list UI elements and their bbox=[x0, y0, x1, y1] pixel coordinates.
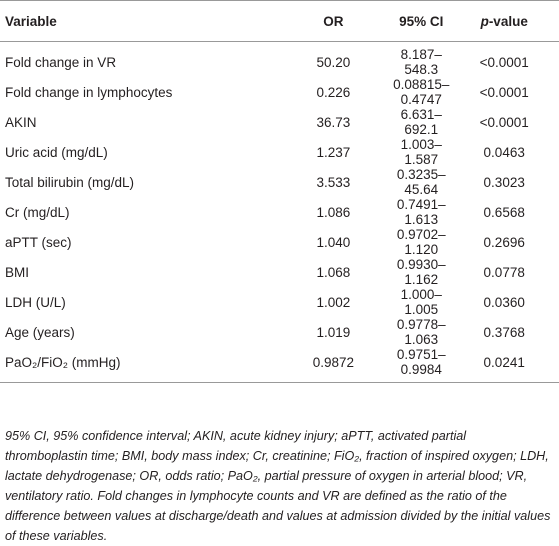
table-row: BMI 1.068 0.9930–1.162 0.0778 bbox=[0, 257, 559, 287]
table-head: Variable OR 95% CI p-value bbox=[0, 0, 559, 42]
table-cell: Total bilirubin (mg/dL) bbox=[5, 174, 135, 190]
table-row: PaO₂/FiO₂ (mmHg) 0.9872 0.9751–0.9984 0.024… bbox=[0, 347, 559, 383]
table-cell: 0.08815–0.4747 bbox=[393, 77, 450, 107]
table-cell: 8.187–548.3 bbox=[400, 47, 442, 77]
table-cell: AKIN bbox=[5, 114, 37, 130]
header-cell: Variable bbox=[0, 0, 274, 42]
table-row: aPTT (sec) 1.040 0.9702–1.120 0.2696 bbox=[0, 227, 559, 257]
table: Variable OR 95% CI p-value Fold change in V… bbox=[0, 0, 559, 383]
table-cell: 0.6568 bbox=[483, 204, 525, 220]
table-cell: 0.3768 bbox=[483, 324, 525, 340]
header-cell: p-value bbox=[449, 0, 559, 42]
table-cell: <0.0001 bbox=[479, 114, 529, 130]
table-cell: LDH (U/L) bbox=[5, 294, 66, 310]
table-cell: BMI bbox=[5, 264, 30, 280]
table-row: Cr (mg/dL) 1.086 0.7491–1.613 0.6568 bbox=[0, 197, 559, 227]
header-cell: OR bbox=[273, 0, 394, 42]
footnote: 95% CI, 95% confidence interval; AKIN, a… bbox=[5, 429, 551, 543]
table-cell: 0.9930–1.162 bbox=[396, 257, 446, 287]
table-cell: 0.9778–1.063 bbox=[396, 317, 446, 347]
table-row: LDH (U/L) 1.002 1.000–1.005 0.0360 bbox=[0, 287, 559, 317]
table-cell: 3.533 bbox=[316, 174, 351, 190]
table-cell: 50.20 bbox=[316, 54, 351, 70]
table-row: Fold change in VR 50.20 8.187–548.3 <0.0001 bbox=[0, 42, 559, 77]
table-cell: 0.3023 bbox=[483, 174, 525, 190]
table-cell: Uric acid (mg/dL) bbox=[5, 144, 108, 160]
table-cell: <0.0001 bbox=[479, 54, 529, 70]
table-cell: 0.0463 bbox=[483, 144, 525, 160]
table-cell: 0.9751–0.9984 bbox=[393, 347, 450, 383]
table-row: Uric acid (mg/dL) 1.237 1.003–1.587 0.0463 bbox=[0, 137, 559, 167]
table-cell: 0.9872 bbox=[273, 347, 394, 383]
header-italic: p bbox=[480, 13, 489, 29]
table-cell: 1.000–1.005 bbox=[400, 287, 442, 317]
table-cell: PaO₂/FiO₂ (mmHg) bbox=[0, 347, 274, 383]
header-text: -value bbox=[488, 13, 528, 29]
table-cell: 1.086 bbox=[316, 204, 351, 220]
table-cell: 1.040 bbox=[316, 234, 351, 250]
table-cell: 0.0241 bbox=[449, 347, 559, 383]
table-cell: <0.0001 bbox=[479, 84, 529, 100]
table-cell: 0.2696 bbox=[483, 234, 525, 250]
table-cell: 1.003–1.587 bbox=[400, 137, 442, 167]
header-cell: 95% CI bbox=[393, 0, 450, 42]
table-cell: 1.002 bbox=[316, 294, 351, 310]
table-cell: 1.019 bbox=[316, 324, 351, 340]
table-row: Age (years) 1.019 0.9778–1.063 0.3768 bbox=[0, 317, 559, 347]
table-cell: Age (years) bbox=[5, 324, 75, 340]
table-cell: aPTT (sec) bbox=[5, 234, 72, 250]
table-cell: 0.0778 bbox=[483, 264, 525, 280]
table-cell: 0.0360 bbox=[483, 294, 525, 310]
table-row: Total bilirubin (mg/dL) 3.533 0.3235–45.64… bbox=[0, 167, 559, 197]
table-cell: Cr (mg/dL) bbox=[5, 204, 70, 220]
table-cell: Fold change in VR bbox=[5, 54, 117, 70]
table-body: Fold change in VR 50.20 8.187–548.3 <0.0001… bbox=[0, 42, 559, 383]
header-row: Variable OR 95% CI p-value bbox=[0, 0, 559, 42]
table-cell: 6.631–692.1 bbox=[400, 107, 442, 137]
table-cell: 0.7491–1.613 bbox=[396, 197, 446, 227]
table-row: AKIN 36.73 6.631–692.1 <0.0001 bbox=[0, 107, 559, 137]
table-cell: 36.73 bbox=[316, 114, 351, 130]
table-row: Fold change in lymphocytes 0.226 0.08815–0… bbox=[0, 77, 559, 107]
table-cell: 0.226 bbox=[316, 84, 351, 100]
table-cell: 0.9702–1.120 bbox=[396, 227, 446, 257]
table-cell: 1.237 bbox=[316, 144, 351, 160]
table-cell: 1.068 bbox=[316, 264, 351, 280]
table-cell: 0.3235–45.64 bbox=[396, 167, 446, 197]
table-cell: Fold change in lymphocytes bbox=[5, 84, 173, 100]
